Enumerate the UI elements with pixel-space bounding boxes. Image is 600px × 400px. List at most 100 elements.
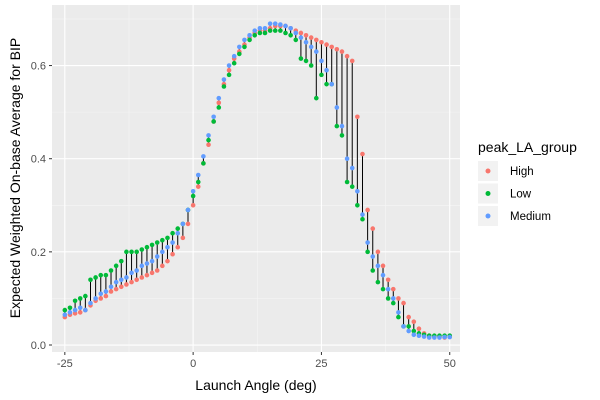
point-high (144, 272, 150, 278)
x-tick-label: 50 (444, 358, 456, 370)
point-low (278, 28, 283, 33)
point-medium (411, 332, 417, 338)
point-low (396, 314, 401, 320)
point-high (380, 263, 386, 269)
point-high (411, 319, 417, 325)
point-low (375, 279, 381, 285)
point-high (396, 296, 401, 301)
point-low (88, 277, 93, 283)
point-high (154, 268, 160, 273)
point-high (365, 207, 370, 213)
point-medium (72, 307, 78, 313)
point-low (129, 249, 134, 255)
point-low (267, 28, 273, 33)
point-high (98, 296, 104, 301)
point-medium (319, 58, 324, 64)
point-low (139, 247, 145, 252)
point-high (165, 258, 170, 264)
point-low (237, 51, 242, 57)
point-medium (93, 296, 98, 301)
point-medium (278, 22, 283, 27)
point-high (216, 100, 222, 106)
point-low (124, 249, 129, 255)
legend-key-low (485, 191, 491, 196)
point-medium (293, 30, 299, 36)
point-medium (77, 305, 83, 311)
point-medium (144, 261, 150, 266)
point-medium (149, 258, 155, 264)
point-medium (252, 28, 258, 33)
point-medium (160, 249, 165, 255)
point-medium (334, 105, 340, 110)
point-high (72, 311, 78, 316)
point-medium (298, 35, 304, 40)
point-medium (365, 240, 370, 245)
point-medium (154, 254, 160, 259)
point-high (149, 270, 155, 276)
point-medium (103, 289, 109, 294)
point-low (272, 28, 278, 33)
point-medium (349, 165, 355, 171)
point-low (201, 161, 206, 166)
point-low (247, 37, 252, 43)
point-medium (129, 270, 134, 276)
point-medium (175, 230, 181, 236)
point-medium (370, 254, 376, 259)
point-low (118, 258, 124, 264)
point-low (144, 244, 150, 250)
point-high (390, 286, 396, 292)
point-medium (118, 277, 124, 283)
point-high (308, 35, 314, 40)
point-high (298, 30, 304, 36)
point-high (339, 49, 345, 54)
point-low (355, 202, 360, 208)
point-low (257, 30, 263, 36)
point-low (211, 119, 216, 124)
point-low (385, 296, 391, 301)
point-low (154, 240, 160, 245)
point-low (93, 275, 98, 280)
point-medium (375, 263, 381, 269)
x-tick-label: 0 (190, 358, 196, 370)
point-medium (216, 95, 222, 101)
point-low (170, 230, 175, 236)
point-high (401, 300, 406, 306)
point-high (406, 314, 411, 320)
point-medium (401, 324, 406, 329)
point-low (134, 249, 139, 255)
point-low (314, 95, 319, 101)
point-medium (272, 21, 278, 26)
point-low (319, 72, 324, 78)
point-high (349, 58, 355, 64)
point-medium (211, 114, 216, 120)
point-low (339, 133, 345, 138)
series-medium (62, 21, 453, 340)
y-tick-label: 0.2 (31, 247, 46, 259)
point-low (160, 237, 165, 243)
legend-title: peak_LA_group (478, 139, 577, 155)
point-high (113, 286, 119, 292)
point-medium (267, 21, 273, 26)
point-medium (314, 49, 319, 54)
legend-label-medium: Medium (510, 211, 551, 223)
point-medium (257, 25, 263, 31)
point-low (242, 44, 247, 50)
point-high (175, 244, 181, 250)
point-medium (134, 268, 139, 273)
point-medium (247, 32, 252, 38)
point-medium (88, 300, 93, 306)
point-medium (221, 77, 227, 82)
point-low (344, 179, 350, 185)
point-high (108, 289, 114, 294)
point-high (77, 310, 83, 315)
point-medium (329, 81, 334, 87)
point-medium (380, 272, 386, 278)
plot-panel (52, 5, 460, 352)
point-low (411, 328, 417, 334)
point-medium (432, 335, 437, 340)
point-low (175, 226, 181, 231)
point-high (355, 114, 360, 120)
point-low (83, 293, 88, 299)
point-low (262, 30, 268, 36)
